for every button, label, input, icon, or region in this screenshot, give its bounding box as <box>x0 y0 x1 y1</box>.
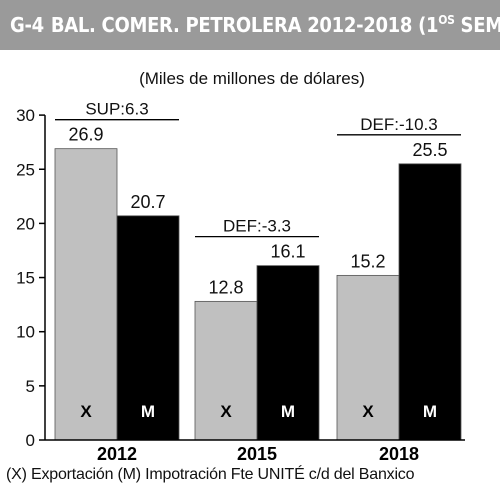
category-label-2015: 2015 <box>237 444 277 464</box>
bar-letter-m-2012: M <box>141 402 155 421</box>
y-tick-label-25: 25 <box>16 160 35 179</box>
chart-header: G-4 BAL. COMER. PETROLERA 2012-2018 (1OS… <box>0 0 500 50</box>
value-label-m-2012: 20.7 <box>130 192 165 212</box>
annotation-2015: DEF:-3.3 <box>223 217 291 236</box>
chart-subtitle: (Miles de millones de dólares) <box>139 69 365 88</box>
bar-letter-x-2015: X <box>220 402 232 421</box>
value-label-x-2012: 26.9 <box>68 125 103 145</box>
bar-chart: (Miles de millones de dólares) 26.9 X 20.7 M… <box>16 69 465 464</box>
y-tick-label-30: 30 <box>16 106 35 125</box>
annotation-2012: SUP:6.3 <box>85 100 148 119</box>
y-tick-label-10: 10 <box>16 323 35 342</box>
chart-title-sup: OS <box>438 13 455 27</box>
chart-title: BAL. COMER. PETROLERA 2012-2018 (1OS SEM… <box>51 13 500 37</box>
chart-code: G-4 <box>10 13 44 37</box>
y-tick-label-20: 20 <box>16 214 35 233</box>
chart-title-main: BAL. COMER. PETROLERA 2012-2018 (1 <box>50 13 439 37</box>
bar-m-2015 <box>256 265 320 441</box>
bar-m-2018 <box>398 163 462 441</box>
value-label-m-2018: 25.5 <box>412 140 447 160</box>
bar-x-2012 <box>54 148 118 441</box>
footnote: (X) Exportación (M) Impotración Fte UNIT… <box>6 466 415 483</box>
value-label-x-2015: 12.8 <box>208 277 243 297</box>
bar-m-2012 <box>116 215 180 441</box>
bar-x-2018 <box>336 274 400 441</box>
y-tick-label-15: 15 <box>16 269 35 288</box>
category-label-2018: 2018 <box>379 444 419 464</box>
bar-letter-m-2015: M <box>281 402 295 421</box>
annotation-2018: DEF:-10.3 <box>360 115 437 134</box>
y-tick-label-5: 5 <box>26 377 35 396</box>
bar-letter-x-2018: X <box>362 402 374 421</box>
value-label-m-2015: 16.1 <box>270 242 305 262</box>
bar-letter-m-2018: M <box>423 402 437 421</box>
y-tick-label-0: 0 <box>26 431 35 450</box>
bar-x-2015 <box>194 300 258 441</box>
chart-title-suffix: SEM.) <box>460 13 500 37</box>
category-label-2012: 2012 <box>97 444 137 464</box>
bar-letter-x-2012: X <box>80 402 92 421</box>
value-label-x-2018: 15.2 <box>350 251 385 271</box>
